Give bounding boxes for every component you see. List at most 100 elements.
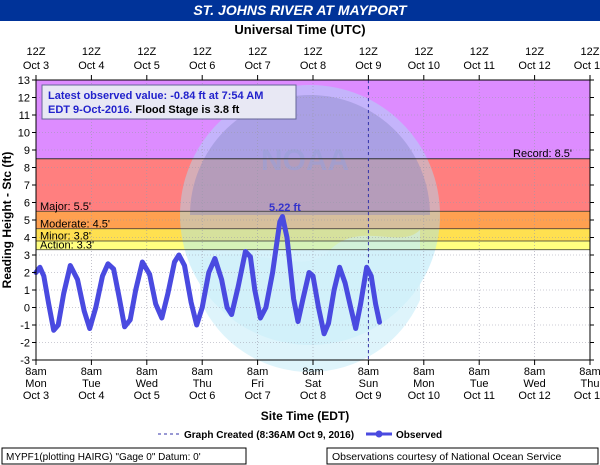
top-tick-label-date: Oct 13: [574, 60, 600, 72]
bottom-tick-label: 8am: [247, 366, 268, 378]
flood-category-labels: Action: 3.3'Minor: 3.8'Moderate: 4.5' Maj…: [36, 201, 590, 251]
flood-category-label: Major: 5.5': [40, 201, 91, 213]
top-tick-label-date: Oct 7: [244, 60, 270, 72]
footer-right-box: [326, 447, 599, 465]
y-tick-label: 3: [24, 250, 30, 262]
bottom-tick-label: Wed: [136, 378, 158, 390]
legend: Graph Created (8:36AM Oct 9, 2016) Obser…: [158, 430, 442, 441]
top-tick-label-date: Oct 4: [78, 60, 104, 72]
top-tick-label-time: 12Z: [193, 46, 212, 58]
top-tick-label-time: 12Z: [359, 46, 378, 58]
top-tick-label-time: 12Z: [304, 46, 323, 58]
flood-category-label: Minor: 3.8': [40, 231, 91, 243]
y-tick-label: 13: [18, 75, 30, 87]
minor-band: [36, 228, 590, 241]
observed-series-line: [33, 214, 382, 337]
info-line-2-flood-stage: Flood Stage is 3.8 ft: [132, 104, 239, 116]
bottom-tick-label: Oct 11: [463, 390, 495, 402]
y-axis-title: Reading Height - Stc (ft): [0, 152, 14, 289]
bottom-tick-label: Fri: [251, 378, 264, 390]
top-tick-label-date: Oct 9: [355, 60, 381, 72]
top-tick-label-time: 12Z: [414, 46, 433, 58]
y-tick-label: 0: [24, 303, 30, 315]
top-tick-label-date: Oct 8: [300, 60, 326, 72]
bottom-tick-label: Oct 9: [355, 390, 381, 402]
y-tick-label: 6: [24, 198, 30, 210]
y-tick-label: -3: [20, 355, 30, 367]
y-tick-label: -2: [20, 338, 30, 350]
bottom-tick-label: 8am: [136, 366, 157, 378]
bottom-tick-label: Oct 6: [189, 390, 215, 402]
bottom-tick-label: Sat: [305, 378, 322, 390]
title-banner: [0, 0, 600, 21]
bottom-tick-label: Wed: [523, 378, 545, 390]
legend-observed-marker: [375, 430, 383, 438]
bottom-tick-label: 8am: [524, 366, 545, 378]
top-tick-label-time: 12Z: [27, 46, 46, 58]
bottom-tick-label: Oct 10: [408, 390, 440, 402]
y-tick-label: 7: [24, 180, 30, 192]
legend-created-label: Graph Created (8:36AM Oct 9, 2016): [184, 430, 354, 441]
y-tick-label: 9: [24, 145, 30, 157]
top-tick-label-time: 12Z: [248, 46, 267, 58]
top-tick-label-time: 12Z: [581, 46, 600, 58]
peak-label: 5.22 ft: [269, 202, 301, 214]
svg-text:EDT 9-Oct-2016. Flood Stage is: EDT 9-Oct-2016. Flood Stage is 3.8 ft: [48, 104, 240, 116]
bottom-tick-label: Oct 5: [134, 390, 160, 402]
legend-observed-label: Observed: [396, 430, 442, 441]
y-tick-label: 8: [24, 163, 30, 175]
y-tick-label: 4: [24, 233, 30, 245]
bottom-tick-label: Oct 13: [574, 390, 600, 402]
bottom-tick-label: Oct 3: [23, 390, 49, 402]
flood-category-label: Action: 3.3': [40, 239, 94, 251]
flood-category-label: Moderate: 4.5': [40, 218, 110, 230]
noaa-watermark-lettering: NOAA: [261, 144, 349, 177]
top-tick-label-date: Oct 10: [408, 60, 440, 72]
top-axis-ticks: 12Z Oct 3 12Z Oct 4 12Z Oct 5 12Z Oct 6 12Z Oct 7…: [23, 46, 600, 80]
bottom-tick-label: Oct 12: [518, 390, 550, 402]
bottom-tick-label: 8am: [358, 366, 379, 378]
bottom-tick-label: 8am: [191, 366, 212, 378]
top-tick-label-time: 12Z: [82, 46, 101, 58]
top-tick-label-date: Oct 11: [463, 60, 495, 72]
chart-title: ST. JOHNS RIVER AT MAYPORT: [193, 2, 408, 18]
y-tick-label: 10: [18, 128, 30, 140]
bottom-tick-label: Mon: [413, 378, 434, 390]
bottom-tick-label: Mon: [25, 378, 46, 390]
bottom-tick-label: 8am: [468, 366, 489, 378]
top-tick-label-time: 12Z: [525, 46, 544, 58]
bottom-tick-label: Oct 7: [244, 390, 270, 402]
info-line-1: Latest observed value: -0.84 ft at 7:54 …: [48, 90, 263, 102]
bottom-tick-label: 8am: [413, 366, 434, 378]
bottom-tick-label: 8am: [81, 366, 102, 378]
bottom-tick-label: Oct 4: [78, 390, 104, 402]
bottom-tick-label: Tue: [82, 378, 101, 390]
top-axis-title: Universal Time (UTC): [234, 22, 365, 37]
info-box: Latest observed value: -0.84 ft at 7:54 …: [41, 84, 297, 120]
footer-credit-text: Observations courtesy of National Ocean …: [332, 451, 562, 463]
bottom-tick-label: 8am: [302, 366, 323, 378]
bottom-tick-label: Thu: [193, 378, 212, 390]
record-label: Record: 8.5': [513, 148, 572, 160]
bottom-tick-label: 8am: [579, 366, 600, 378]
top-tick-label-time: 12Z: [470, 46, 489, 58]
top-tick-label-date: Oct 5: [134, 60, 160, 72]
y-tick-label: 1: [24, 285, 30, 297]
top-tick-label-time: 12Z: [137, 46, 156, 58]
top-tick-label-date: Oct 12: [518, 60, 550, 72]
svg-text:NOAA: NOAA: [261, 144, 349, 177]
footer-left-box: [1, 447, 247, 465]
x-axis-title: Site Time (EDT): [261, 409, 349, 423]
bottom-tick-label: Tue: [470, 378, 489, 390]
bottom-tick-label: Sun: [359, 378, 379, 390]
svg-text:Latest observed value: -0.84 f: Latest observed value: -0.84 ft at 7:54 …: [48, 90, 263, 102]
info-line-2-date: EDT 9-Oct-2016.: [48, 104, 132, 116]
top-tick-label-date: Oct 6: [189, 60, 215, 72]
y-tick-label: -1: [20, 320, 30, 332]
bottom-tick-label: Thu: [581, 378, 600, 390]
y-tick-label: 12: [18, 93, 30, 105]
footer-datum-text: MYPF1(plotting HAIRG) "Gage 0" Datum: 0': [6, 452, 201, 463]
